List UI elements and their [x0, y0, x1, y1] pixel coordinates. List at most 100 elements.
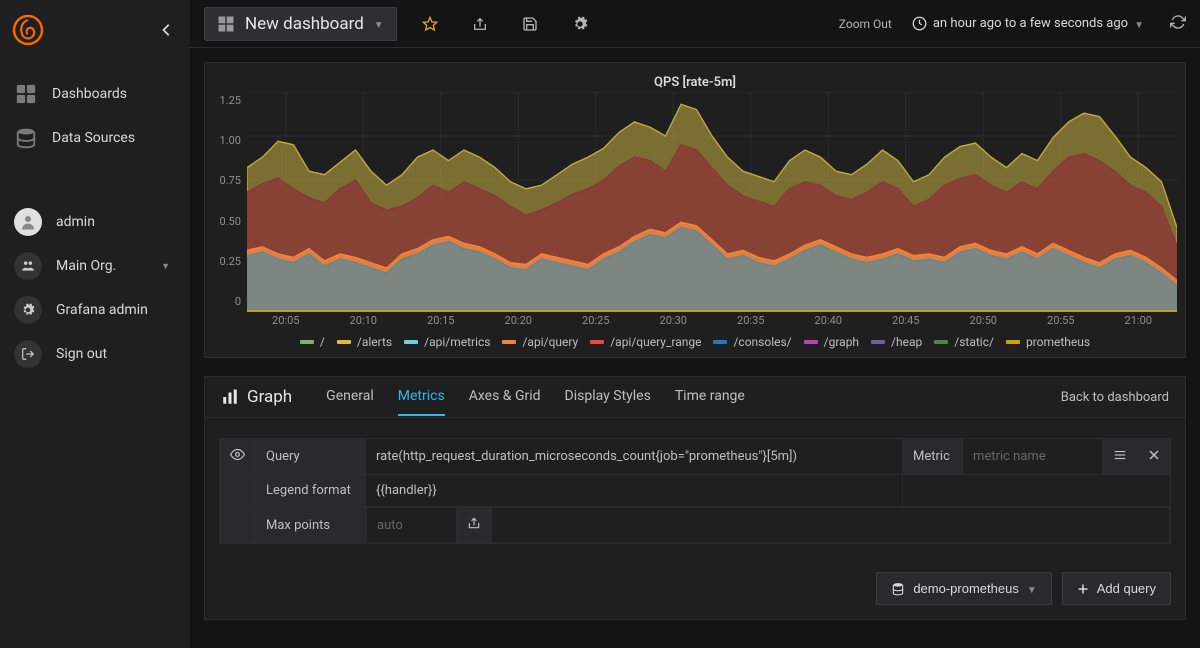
- dashboard-picker[interactable]: New dashboard ▼: [204, 7, 397, 41]
- legend-swatch: [871, 340, 885, 344]
- y-tick: 0: [235, 295, 241, 308]
- dashboard-title: New dashboard: [245, 14, 364, 34]
- legend-swatch: [804, 340, 818, 344]
- legend-item[interactable]: /heap: [871, 335, 922, 349]
- sidebar-grafana-admin[interactable]: Grafana admin: [0, 288, 190, 332]
- legend-label: /heap: [891, 335, 922, 349]
- zoom-out-button[interactable]: Zoom Out: [839, 17, 892, 31]
- query-input-cell[interactable]: [366, 439, 903, 475]
- metric-input-cell[interactable]: [963, 439, 1103, 475]
- chart-plot[interactable]: [247, 92, 1177, 312]
- datasources-icon: [14, 126, 38, 150]
- legend-label: /alerts: [357, 335, 392, 349]
- legend-label: /api/metrics: [424, 335, 490, 349]
- legend-swatch: [300, 340, 314, 344]
- legend-item[interactable]: /: [300, 335, 325, 349]
- metric-label: Metric: [903, 439, 963, 475]
- query-label: Query: [256, 439, 366, 475]
- maxpoints-input[interactable]: [377, 518, 446, 533]
- legend-label: /consoles/: [733, 335, 791, 349]
- toggle-query-visibility[interactable]: [220, 439, 256, 475]
- org-icon: [14, 252, 42, 280]
- legend-format-row: Legend format: [220, 475, 1171, 507]
- x-tick: 20:25: [557, 314, 635, 327]
- legend-item[interactable]: /api/query: [502, 335, 578, 349]
- settings-button[interactable]: [563, 7, 597, 41]
- back-to-dashboard-link[interactable]: Back to dashboard: [1061, 390, 1169, 415]
- legend-swatch: [1006, 340, 1020, 344]
- editor-tab-metrics[interactable]: Metrics: [398, 388, 445, 416]
- topbar: New dashboard ▼ Zoom Out an hour ago to …: [190, 0, 1200, 48]
- legend-item[interactable]: /graph: [804, 335, 859, 349]
- panel-editor: Graph GeneralMetricsAxes & GridDisplay S…: [204, 376, 1186, 620]
- y-tick: 1.00: [220, 134, 241, 147]
- sidebar-org-picker[interactable]: Main Org. ▼: [0, 244, 190, 288]
- x-tick: 20:35: [712, 314, 790, 327]
- timerange-picker[interactable]: an hour ago to a few seconds ago ▼: [912, 16, 1144, 31]
- legend-format-input-cell[interactable]: [366, 475, 903, 507]
- grafana-logo-icon[interactable]: [12, 14, 44, 50]
- maxpoints-link-button[interactable]: [457, 508, 492, 543]
- save-button[interactable]: [513, 7, 547, 41]
- legend-item[interactable]: /static/: [934, 335, 994, 349]
- legend-item[interactable]: /alerts: [337, 335, 392, 349]
- legend-item[interactable]: /consoles/: [713, 335, 791, 349]
- legend-item[interactable]: /api/metrics: [404, 335, 490, 349]
- star-button[interactable]: [413, 7, 447, 41]
- sidebar-item-dashboards[interactable]: Dashboards: [0, 72, 190, 116]
- legend-item[interactable]: prometheus: [1006, 335, 1090, 349]
- chart-x-axis: 20:0520:1020:1520:2020:2520:3020:3520:40…: [213, 314, 1177, 327]
- editor-tab-axes-grid[interactable]: Axes & Grid: [469, 388, 541, 416]
- editor-tab-display-styles[interactable]: Display Styles: [565, 388, 651, 416]
- sidebar-user[interactable]: admin: [0, 200, 190, 244]
- legend-swatch: [934, 340, 948, 344]
- remove-query-button[interactable]: [1138, 439, 1171, 475]
- sidebar-signout[interactable]: Sign out: [0, 332, 190, 376]
- chevron-down-icon: ▼: [1134, 20, 1144, 31]
- editor-tab-time-range[interactable]: Time range: [675, 388, 745, 416]
- legend-format-input[interactable]: [376, 483, 892, 498]
- sidebar-item-label: Data Sources: [52, 130, 135, 146]
- datasource-picker[interactable]: demo-prometheus ▼: [876, 572, 1051, 605]
- x-tick: 20:05: [247, 314, 325, 327]
- sidebar: Dashboards Data Sources admin: [0, 0, 190, 648]
- refresh-button[interactable]: [1170, 14, 1186, 34]
- signout-icon: [14, 340, 42, 368]
- legend-swatch: [713, 340, 727, 344]
- add-query-button[interactable]: Add query: [1062, 572, 1171, 605]
- chart-title: QPS [rate-5m]: [213, 71, 1177, 92]
- editor-tab-general[interactable]: General: [326, 388, 374, 416]
- chart-y-axis: 1.251.000.750.500.250: [213, 92, 247, 312]
- grid-icon: [217, 15, 235, 33]
- legend-item[interactable]: /api/query_range: [590, 335, 701, 349]
- y-tick: 1.25: [220, 94, 241, 107]
- dashboards-icon: [14, 82, 38, 106]
- query-input[interactable]: [376, 449, 892, 464]
- legend-swatch: [590, 340, 604, 344]
- chevron-down-icon: ▼: [1027, 585, 1037, 596]
- x-tick: 20:45: [867, 314, 945, 327]
- collapse-sidebar-icon[interactable]: [160, 23, 174, 41]
- main: New dashboard ▼ Zoom Out an hour ago to …: [190, 0, 1200, 648]
- legend-swatch: [502, 340, 516, 344]
- barchart-icon: [221, 388, 239, 406]
- share-button[interactable]: [463, 7, 497, 41]
- x-tick: 20:55: [1022, 314, 1100, 327]
- plus-icon: [1077, 583, 1089, 595]
- chart-legend: / /alerts/api/metrics/api/query/api/query…: [213, 327, 1177, 351]
- maxpoints-row: Max points: [220, 507, 1171, 544]
- legend-label: /: [320, 335, 325, 349]
- y-tick: 0.25: [220, 255, 241, 268]
- x-tick: 21:00: [1100, 314, 1178, 327]
- org-name: Main Org.: [56, 258, 116, 274]
- metric-input[interactable]: [973, 449, 1092, 464]
- y-tick: 0.75: [220, 174, 241, 187]
- x-tick: 20:50: [945, 314, 1023, 327]
- query-menu-button[interactable]: [1103, 439, 1138, 475]
- legend-label: prometheus: [1026, 335, 1090, 349]
- x-tick: 20:40: [790, 314, 868, 327]
- legend-format-label: Legend format: [256, 475, 366, 507]
- legend-swatch: [404, 340, 418, 344]
- sidebar-item-datasources[interactable]: Data Sources: [0, 116, 190, 160]
- legend-label: /api/query_range: [610, 335, 701, 349]
